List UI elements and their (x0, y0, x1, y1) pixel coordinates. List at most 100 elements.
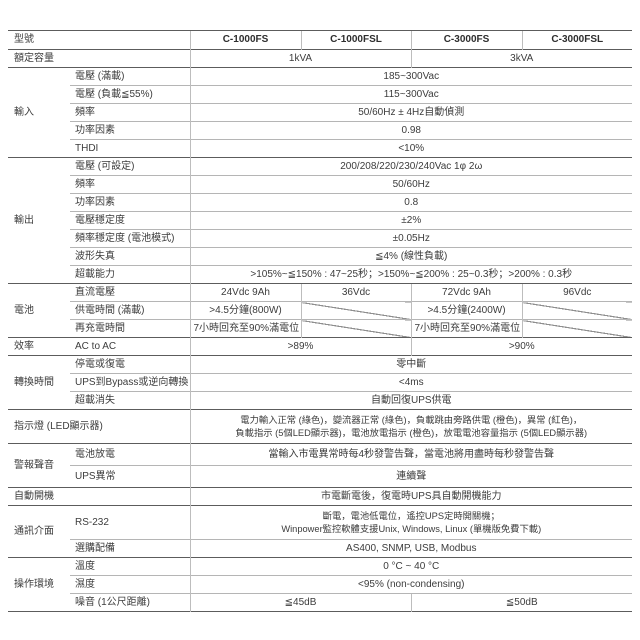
table-row: UPS異常 連續聲 (8, 465, 632, 488)
spec-value: 96Vdc (521, 283, 632, 302)
spec-value: >90% (410, 337, 632, 356)
row-label: 再充電時間 (70, 319, 190, 338)
row-label: UPS異常 (70, 465, 190, 488)
spec-value: >105%~≦150% : 47~25秒；>150%~≦200% : 25~0.… (189, 265, 632, 284)
section-label: 效率 (8, 337, 70, 356)
row-label: THDI (70, 139, 190, 158)
table-row: 電壓穩定度 ±2% (8, 211, 632, 230)
spec-value: 市電斷電後，復電時UPS具自動開機能力 (189, 487, 632, 506)
row-label: 選購配備 (70, 539, 190, 558)
spec-value: 0 °C ~ 40 °C (189, 557, 632, 576)
spec-value: 7小時回充至90%滿電位 (189, 319, 301, 338)
spec-value: 斷電，電池低電位，遙控UPS定時開關機； Winpower監控軟體支援Unix, … (189, 505, 632, 540)
spec-value: 當輸入市電異常時每4秒發警告聲，當電池將用盡時每秒發警告聲 (189, 443, 632, 466)
spec-value: 7小時回充至90%滿電位 (410, 319, 522, 338)
spec-value: C-3000FSL (521, 30, 632, 50)
spec-value: ≦50dB (410, 593, 632, 612)
table-row: 操作環境 溫度 0 °C ~ 40 °C (8, 557, 632, 612)
table-row: 頻率 50/60Hz ± 4Hz自動偵測 (8, 103, 632, 122)
row-label: 頻率 (70, 175, 190, 194)
spec-value: 200/208/220/230/240Vac 1φ 2ω (189, 157, 632, 176)
spec-value: ±2% (189, 211, 632, 230)
section-label: 輸出 (8, 157, 70, 284)
row-label: 功率因素 (70, 121, 190, 140)
spec-value: C-1000FS (189, 30, 301, 50)
row-label: 電壓 (負載≦55%) (70, 85, 190, 104)
section-label: 警報聲音 (8, 443, 70, 488)
table-row: 額定容量 1kVA 3kVA (8, 49, 632, 68)
spec-value: ±0.05Hz (189, 229, 632, 248)
spec-value: 72Vdc 9Ah (410, 283, 522, 302)
row-label: AC to AC (70, 337, 190, 356)
section-label: 電池 (8, 283, 70, 338)
table-row: 功率因素 0.98 (8, 121, 632, 140)
spec-value: AS400, SNMP, USB, Modbus (189, 539, 632, 558)
row-label: 頻率 (70, 103, 190, 122)
spec-value: 36Vdc (300, 283, 411, 302)
table-row: 超載消失 自動回復UPS供電 (8, 391, 632, 410)
row-label: 供電時間 (滿載) (70, 301, 190, 320)
row-label: 超載能力 (70, 265, 190, 284)
row-label: 電壓穩定度 (70, 211, 190, 230)
spec-value: 185~300Vac (189, 67, 632, 86)
table-row: THDI <10% (8, 139, 632, 158)
row-label: UPS到Bypass或逆向轉換 (70, 373, 190, 392)
table-row: 電壓 (負載≦55%) 115~300Vac (8, 85, 632, 104)
spec-value-line: 斷電，電池低電位，遙控UPS定時開關機； (322, 511, 500, 522)
table-row: 輸入 電壓 (滿載) 185~300Vac (8, 67, 632, 158)
table-row: 指示燈 (LED顯示器) 電力輸入正常 (綠色)，變流器正常 (綠色)，負載跳由旁… (8, 409, 632, 444)
row-label: 停電或復電 (70, 355, 190, 374)
spec-value-line: Winpower監控軟體支援Unix, Windows, Linux (單機版免… (281, 523, 542, 534)
table-row: 再充電時間 7小時回充至90%滿電位 7小時回充至90%滿電位 (8, 319, 632, 338)
spec-value: >4.5分鐘(800W) (189, 301, 301, 320)
table-row: 選購配備 AS400, SNMP, USB, Modbus (8, 539, 632, 558)
row-label: 功率因素 (70, 193, 190, 212)
section-label: 轉換時間 (8, 355, 70, 410)
na-cell-diagonal (521, 301, 632, 320)
spec-value-line: 電力輸入正常 (綠色)，變流器正常 (綠色)，負載跳由旁路供電 (橙色)，異常 … (240, 415, 583, 426)
table-row: 功率因素 0.8 (8, 193, 632, 212)
row-label: 直流電壓 (70, 283, 190, 302)
spec-value: 1kVA (189, 49, 411, 68)
section-label: 輸入 (8, 67, 70, 158)
table-row: 自動開機 市電斷電後，復電時UPS具自動開機能力 (8, 487, 632, 506)
row-label: 電池放電 (70, 443, 190, 466)
spec-value: >89% (189, 337, 411, 356)
spec-value: 115~300Vac (189, 85, 632, 104)
spec-value: ≦45dB (189, 593, 411, 612)
table-row: 電池 直流電壓 24Vdc 9Ah 36Vdc 72Vdc 9Ah 96Vdc (8, 283, 632, 338)
row-label: 頻率穩定度 (電池模式) (70, 229, 190, 248)
row-label: 溫度 (70, 557, 190, 576)
row-label: 超載消失 (70, 391, 190, 410)
spec-value: 零中斷 (189, 355, 632, 374)
spec-value-line: 負載指示 (5個LED顯示器)，電池放電指示 (橙色)，放電電池容量指示 (5個… (235, 427, 588, 438)
row-label: 自動開機 (8, 487, 190, 506)
spec-value: <10% (189, 139, 632, 158)
na-cell-diagonal (300, 319, 411, 338)
row-label: 噪音 (1公尺距離) (70, 593, 190, 612)
spec-value: 0.98 (189, 121, 632, 140)
table-row: 噪音 (1公尺距離) ≦45dB ≦50dB (8, 593, 632, 612)
table-row: 頻率穩定度 (電池模式) ±0.05Hz (8, 229, 632, 248)
section-label: 通訊介面 (8, 505, 70, 558)
spec-value: ≦4% (線性負載) (189, 247, 632, 266)
row-label: 電壓 (可設定) (70, 157, 190, 176)
table-row: 頻率 50/60Hz (8, 175, 632, 194)
row-label: RS-232 (70, 505, 190, 540)
spec-value: <4ms (189, 373, 632, 392)
spec-value: 3kVA (410, 49, 632, 68)
spec-value: 50/60Hz ± 4Hz自動偵測 (189, 103, 632, 122)
table-row: 供電時間 (滿載) >4.5分鐘(800W) >4.5分鐘(2400W) (8, 301, 632, 320)
table-row: 輸出 電壓 (可設定) 200/208/220/230/240Vac 1φ 2ω (8, 157, 632, 284)
spec-value: >4.5分鐘(2400W) (410, 301, 522, 320)
table-row: 濕度 <95% (non-condensing) (8, 575, 632, 594)
spec-value: C-3000FS (410, 30, 522, 50)
table-row: 通訊介面 RS-232 斷電，電池低電位，遙控UPS定時開關機； Winpower監控… (8, 505, 632, 558)
spec-value: 0.8 (189, 193, 632, 212)
spec-value: 連續聲 (189, 465, 632, 488)
spec-value: 24Vdc 9Ah (189, 283, 301, 302)
table-row: 波形失真 ≦4% (線性負載) (8, 247, 632, 266)
spec-value: <95% (non-condensing) (189, 575, 632, 594)
table-row: 警報聲音 電池放電 當輸入市電異常時每4秒發警告聲，當電池將用盡時每秒發警告聲 (8, 443, 632, 488)
table-row: 效率 AC to AC >89% >90% (8, 337, 632, 356)
